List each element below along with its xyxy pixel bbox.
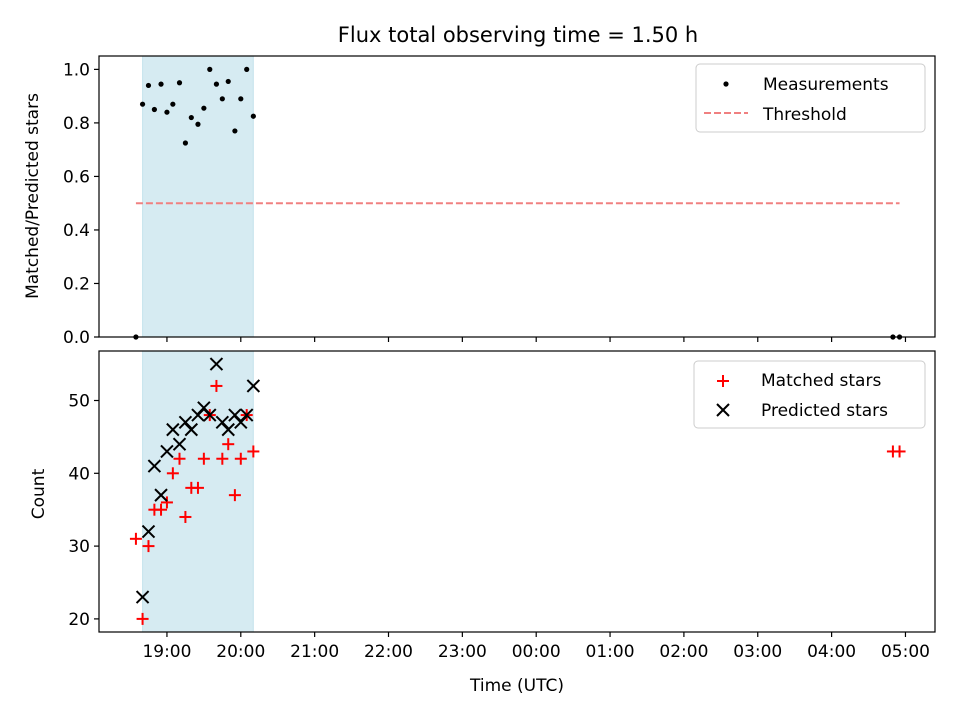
bottom-axes: 20 30 40 50 19:00 20:00 21:00 22:00 23:00 00:00 01… xyxy=(29,350,936,696)
matched-stars-point xyxy=(166,467,179,480)
bottom-data-layer xyxy=(129,357,906,625)
measurement-point xyxy=(195,121,201,127)
bottom-legend-box xyxy=(693,360,926,429)
measurement-point xyxy=(176,80,183,86)
matched-stars-point xyxy=(129,532,142,545)
measurement-point xyxy=(238,96,244,102)
x-tick-label: 04:00 xyxy=(807,642,856,662)
bottom-ticks-layer: 20 30 40 50 19:00 20:00 21:00 22:00 23:00 00:00 01… xyxy=(68,392,930,662)
top-axes-frame xyxy=(98,55,936,338)
measurement-point xyxy=(139,101,146,107)
top-data-layer xyxy=(133,66,903,340)
legend-measurements-label: Measurements xyxy=(763,75,889,95)
x-tick-label: 01:00 xyxy=(586,642,635,662)
top-legend-box xyxy=(695,63,926,133)
matched-stars-point xyxy=(136,612,149,625)
measurement-point xyxy=(207,66,213,72)
top-y-tick-label: 0.2 xyxy=(63,274,90,294)
predicted-stars-point xyxy=(209,357,224,371)
measurement-point xyxy=(201,105,207,111)
predicted-stars-point xyxy=(154,488,168,502)
matched-stars-point xyxy=(155,503,168,516)
measurement-point xyxy=(170,101,176,107)
bottom-y-axis-label: Count xyxy=(29,468,49,519)
matched-stars-point xyxy=(234,452,247,465)
predicted-stars-point xyxy=(141,524,156,539)
predicted-stars-point xyxy=(246,379,261,393)
x-tick-label: 23:00 xyxy=(438,642,487,662)
predicted-stars-point xyxy=(147,459,162,473)
measurement-point xyxy=(232,128,238,134)
top-shaded-interval xyxy=(142,55,254,338)
matched-stars-point xyxy=(216,452,229,465)
top-y-axis-label: Matched/Predicted stars xyxy=(23,93,43,299)
measurement-point xyxy=(225,78,231,85)
top-y-tick-label: 0.8 xyxy=(63,114,90,134)
matched-stars-point xyxy=(191,481,204,494)
matched-stars-point xyxy=(893,445,906,458)
predicted-stars-point xyxy=(160,444,174,459)
matched-stars-point xyxy=(142,540,155,553)
predicted-stars-point xyxy=(239,408,254,422)
legend-matched-marker xyxy=(717,375,729,387)
x-tick-label: 20:00 xyxy=(216,642,265,662)
measurement-point xyxy=(182,140,189,146)
matched-stars-point xyxy=(222,438,235,451)
bottom-y-tick-label: 20 xyxy=(68,610,90,630)
x-tick-label: 05:00 xyxy=(881,642,930,662)
measurement-point xyxy=(244,66,250,72)
predicted-stars-point xyxy=(172,437,187,451)
top-legend: Measurements Threshold xyxy=(695,63,926,133)
bottom-y-tick-label: 40 xyxy=(68,464,90,484)
bottom-y-tick-label: 30 xyxy=(68,537,90,557)
legend-predicted-marker xyxy=(716,403,730,417)
x-tick-label: 02:00 xyxy=(659,642,708,662)
x-tick-label: 22:00 xyxy=(364,642,413,662)
matched-stars-point xyxy=(173,452,186,465)
top-axes: 0.0 0.2 0.4 0.6 0.8 1.0 Matched/Predicted sta… xyxy=(23,55,936,348)
top-ticks-layer: 0.0 0.2 0.4 0.6 0.8 1.0 xyxy=(63,60,907,348)
measurement-point xyxy=(145,82,152,89)
bottom-legend: Matched stars Predicted stars xyxy=(693,360,926,429)
x-tick-label: 00:00 xyxy=(512,642,561,662)
legend-matched-label: Matched stars xyxy=(761,371,881,391)
legend-measurements-marker xyxy=(723,81,729,87)
matched-stars-point xyxy=(179,510,192,523)
matched-stars-point xyxy=(210,379,223,392)
chart-title: Flux total observing time = 1.50 h xyxy=(338,23,698,47)
x-axis-label: Time (UTC) xyxy=(469,676,564,696)
top-y-tick-label: 1.0 xyxy=(63,60,90,80)
x-tick-label: 19:00 xyxy=(142,642,191,662)
legend-threshold-label: Threshold xyxy=(762,105,847,125)
measurement-point xyxy=(250,113,256,119)
top-y-tick-label: 0.4 xyxy=(63,221,90,241)
top-shaded-interval-layer xyxy=(142,55,254,338)
bottom-y-tick-label: 50 xyxy=(68,392,90,412)
legend-predicted-label: Predicted stars xyxy=(761,401,888,421)
bottom-axes-frame xyxy=(98,350,936,633)
predicted-stars-point xyxy=(135,590,150,604)
measurement-point xyxy=(164,109,170,115)
predicted-stars-point xyxy=(221,422,235,437)
matched-stars-point xyxy=(247,445,260,458)
top-y-tick-label: 0.6 xyxy=(63,167,90,187)
x-tick-label: 21:00 xyxy=(290,642,339,662)
measurement-point xyxy=(158,81,164,87)
measurement-point xyxy=(213,81,220,87)
x-tick-label: 03:00 xyxy=(733,642,782,662)
measurement-point xyxy=(151,106,157,113)
measurement-point xyxy=(219,96,225,102)
matched-stars-point xyxy=(197,452,210,465)
measurement-point xyxy=(188,114,194,121)
matched-stars-point xyxy=(228,489,241,502)
matched-stars-point xyxy=(160,496,173,509)
top-y-tick-label: 0.0 xyxy=(63,328,90,348)
predicted-stars-point xyxy=(184,422,199,437)
predicted-stars-point xyxy=(166,422,180,437)
predicted-stars-point xyxy=(203,408,217,422)
